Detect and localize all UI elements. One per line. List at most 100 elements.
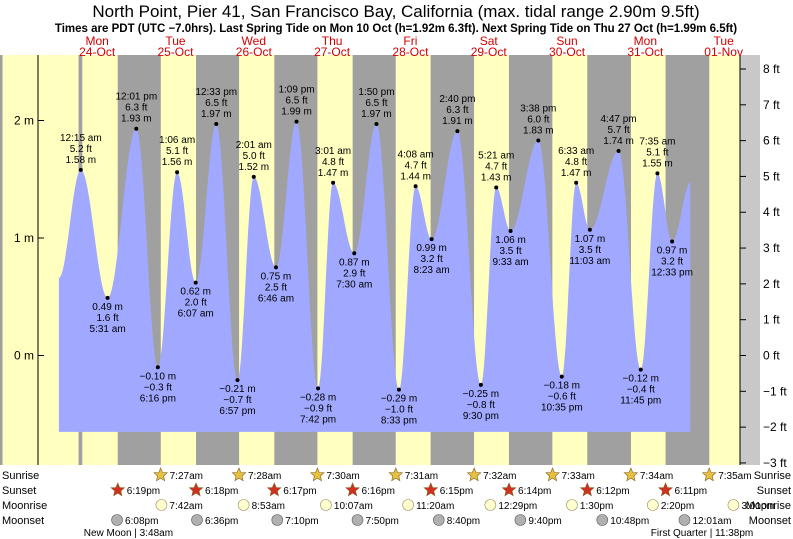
tide-feet: 4.7 ft (404, 160, 426, 171)
day-name: Wed (242, 34, 266, 48)
day-name: Fri (403, 34, 417, 48)
tide-time: 1:09 pm (278, 85, 314, 96)
tide-metres: 1.43 m (481, 172, 512, 183)
tide-point (134, 126, 139, 131)
tide-time: 7:30 am (336, 279, 372, 290)
tide-curve (58, 121, 691, 432)
moonrise-time: 3:01pm (741, 501, 774, 512)
almanac-row-label-left: Sunset (2, 485, 36, 497)
sunrise-star-icon (466, 467, 482, 482)
moonrise-time: 11:20am (416, 501, 454, 512)
tide-time: 11:45 pm (620, 396, 661, 407)
sunset-time: 6:15pm (440, 486, 473, 497)
day-name: Sun (556, 34, 577, 48)
tide-metres: 1.99 m (281, 107, 312, 118)
tide-time: 1:50 pm (358, 87, 394, 98)
almanac-row-label-right: Sunset (757, 485, 791, 497)
right-tick-label: 8 ft (763, 62, 780, 76)
tide-feet: 3.5 ft (499, 246, 521, 257)
right-tick-label: −2 ft (763, 420, 787, 434)
tide-feet: 6.5 ft (365, 98, 387, 109)
tide-feet: 1.6 ft (96, 313, 118, 324)
moonset-time: 10:48pm (610, 516, 649, 527)
tide-time: 6:46 am (258, 293, 294, 304)
tide-feet: 4.8 ft (322, 157, 344, 168)
chart-subtitle: Times are PDT (UTC −7.0hrs). Last Spring… (55, 23, 737, 35)
tide-time: 6:07 am (178, 309, 214, 320)
left-tick-label: 0 m (14, 349, 34, 363)
tide-metres: 1.07 m (575, 234, 606, 245)
tide-feet: 2.9 ft (343, 268, 365, 279)
tide-feet: −0.9 ft (304, 403, 332, 414)
moonrise-time: 10:07am (334, 501, 373, 512)
tide-feet: 2.0 ft (185, 298, 207, 309)
sunset-star-icon (423, 482, 439, 497)
sunrise-time: 7:35am (718, 471, 751, 482)
tide-metres: 1.47 m (561, 168, 592, 179)
tide-metres: 1.47 m (318, 168, 349, 179)
tide-feet: 5.1 ft (646, 147, 668, 158)
moon-phase-label: New Moon | 3:48am (84, 528, 173, 539)
sunrise-star-icon (701, 467, 717, 482)
chart-header: North Point, Pier 41, San Francisco Bay,… (55, 2, 737, 35)
tide-metres: 1.55 m (642, 158, 673, 169)
day-date: 25-Oct (157, 45, 194, 59)
tide-feet: −0.6 ft (548, 392, 576, 403)
day-date: 29-Oct (471, 45, 508, 59)
moonrise-icon (155, 499, 168, 511)
almanac-row-label-left: Sunrise (2, 470, 39, 482)
tide-point (175, 170, 180, 175)
right-tick-label: 2 ft (763, 277, 780, 291)
tide-metres: −0.12 m (623, 374, 659, 385)
moonset-icon (111, 514, 123, 526)
tide-metres: 1.93 m (121, 114, 152, 125)
tide-time: 5:21 am (478, 150, 514, 161)
day-name: Thu (322, 34, 343, 48)
sunset-time: 6:16pm (362, 486, 395, 497)
sunrise-time: 7:33am (562, 471, 595, 482)
moonset-time: 6:36pm (205, 516, 238, 527)
tide-metres: −0.10 m (140, 371, 176, 382)
moon-phase-label: First Quarter | 11:38pm (651, 528, 753, 539)
tide-time: 4:08 am (398, 149, 434, 160)
moonset-time: 7:50pm (366, 516, 399, 527)
sunrise-star-icon (231, 467, 247, 482)
tide-time: 6:33 am (558, 146, 594, 157)
moonrise-icon (484, 499, 497, 511)
sunrise-star-icon (153, 467, 169, 482)
sunset-star-icon (658, 482, 673, 497)
tide-point (413, 184, 418, 189)
tide-metres: −0.18 m (544, 381, 580, 392)
right-tick-label: 1 ft (763, 313, 780, 327)
sunset-time: 6:14pm (518, 486, 551, 497)
tide-metres: 0.49 m (92, 302, 123, 313)
tide-feet: 2.5 ft (265, 282, 287, 293)
tide-feet: −0.8 ft (467, 400, 495, 411)
tide-metres: 0.75 m (261, 271, 292, 282)
tide-point (155, 365, 160, 370)
tide-metres: 1.97 m (361, 109, 392, 120)
moonset-icon (678, 514, 691, 526)
tide-point (638, 367, 643, 372)
left-tick-label: 1 m (14, 231, 34, 245)
tide-time: 9:30 pm (463, 411, 499, 422)
daylight-band (709, 55, 740, 465)
moonset-icon (514, 514, 527, 526)
tide-metres: −0.25 m (463, 389, 499, 400)
tide-point (616, 149, 621, 154)
moonset-time: 7:10pm (285, 516, 318, 527)
tide-metres: −0.28 m (300, 392, 336, 403)
right-tick-label: 3 ft (763, 241, 780, 255)
moonset-time: 9:40pm (528, 516, 561, 527)
tide-point (273, 265, 278, 270)
sunrise-time: 7:31am (405, 471, 438, 482)
tide-labels: 12:15 am5.2 ft1.58 m 0.49 m1.6 ft5:31 am 1… (60, 85, 693, 427)
tide-feet: 3.5 ft (579, 245, 601, 256)
tide-time: 5:31 am (90, 324, 126, 335)
moonrise-icon (566, 499, 578, 511)
tide-point (455, 129, 460, 134)
tide-feet: 5.2 ft (70, 144, 92, 155)
tide-time: 3:01 am (315, 146, 351, 157)
almanac-row-label-right: Moonrise (746, 500, 791, 512)
